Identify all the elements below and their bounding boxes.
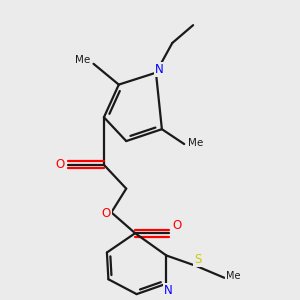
Text: N: N (164, 284, 173, 297)
Text: Me: Me (226, 271, 241, 281)
Text: O: O (55, 158, 64, 171)
Text: S: S (194, 253, 201, 266)
Text: O: O (101, 207, 111, 220)
Text: N: N (154, 63, 163, 76)
Text: O: O (172, 219, 182, 232)
Text: Me: Me (76, 55, 91, 65)
Text: Me: Me (188, 138, 203, 148)
